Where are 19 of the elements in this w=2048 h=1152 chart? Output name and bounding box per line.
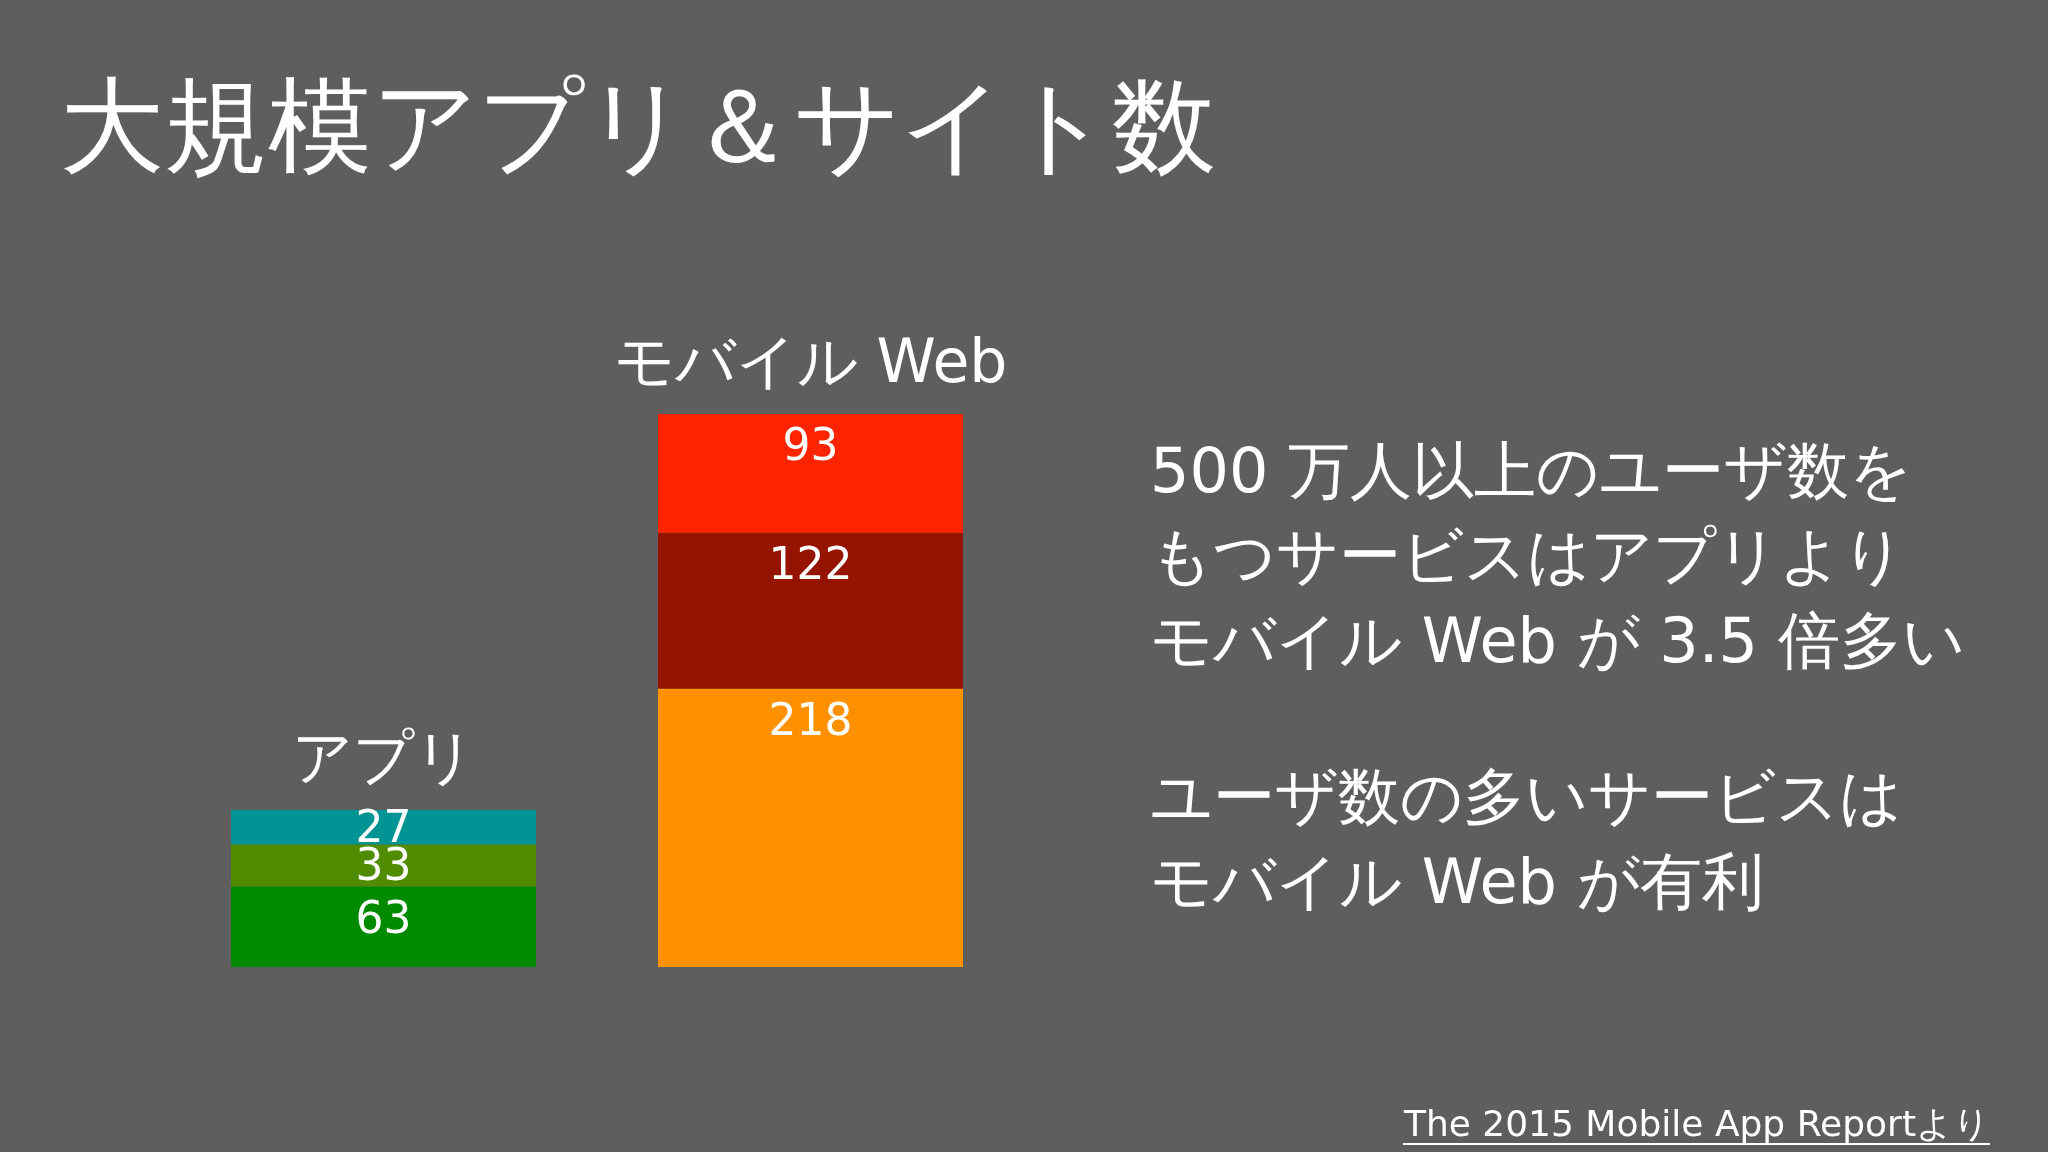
data-label: 93 <box>782 419 839 470</box>
text: ユーザ数の多いサービスは <box>1150 760 1902 833</box>
chart-title: 大規模アプリ＆サイト数 <box>60 65 1216 187</box>
data-label: 63 <box>355 891 412 943</box>
text: モバイル Web が 3.5 倍多い <box>1150 604 1965 677</box>
bar <box>658 414 963 533</box>
bar <box>658 532 963 689</box>
bar <box>231 844 536 887</box>
text: The 2015 Mobile App Reportより <box>1402 1103 1990 1144</box>
bar <box>231 809 536 845</box>
data-label: 218 <box>768 693 853 745</box>
text: もつサービスはアプリより <box>1150 519 1905 592</box>
data-label: 122 <box>768 537 853 589</box>
bar <box>231 886 536 967</box>
text: 500 万人以上のユーザ数を <box>1150 434 1913 507</box>
bar <box>658 688 963 967</box>
x-tick-label: アプリ <box>292 721 475 792</box>
text: モバイル Web が有利 <box>1150 845 1764 918</box>
x-tick-label: モバイル Web <box>613 326 1008 396</box>
